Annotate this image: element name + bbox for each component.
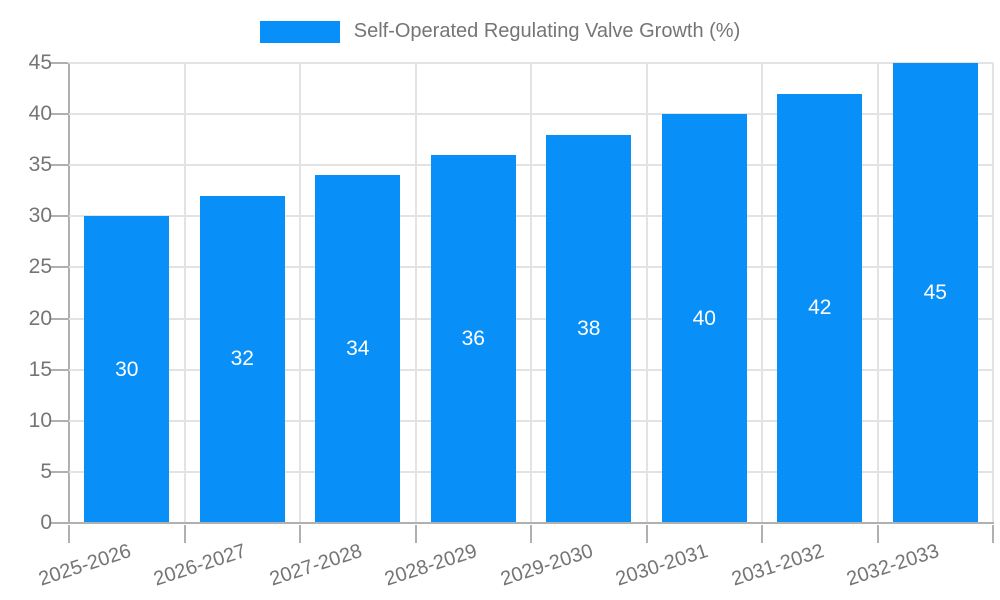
x-axis-tick: [183, 525, 186, 543]
y-tick-label: 25: [28, 255, 52, 279]
y-tick-label: 10: [28, 408, 52, 432]
y-axis-tick: [51, 266, 68, 269]
bar[interactable]: [199, 195, 285, 523]
y-tick-label: 30: [28, 204, 52, 228]
y-axis-tick: [51, 419, 68, 422]
legend-item[interactable]: Self-Operated Regulating Valve Growth (%…: [259, 20, 741, 43]
bar[interactable]: [777, 93, 863, 523]
y-tick-label: 45: [28, 51, 52, 74]
y-tick-label: 15: [28, 357, 52, 381]
bar[interactable]: [430, 155, 516, 523]
gridline-vertical: [645, 63, 648, 523]
x-axis-tick: [414, 525, 417, 543]
y-tick-label: 0: [40, 511, 52, 534]
x-axis-line: [68, 522, 994, 524]
gridline-vertical: [299, 63, 301, 523]
x-axis-tick: [645, 525, 648, 543]
y-tick-label: 35: [28, 153, 52, 177]
gridline-vertical: [183, 63, 186, 523]
y-axis-tick: [51, 470, 68, 473]
y-axis-tick: [51, 215, 68, 218]
x-axis-tick: [876, 525, 879, 543]
y-axis-tick: [51, 522, 68, 524]
x-axis-tick: [68, 525, 70, 543]
y-tick-label: 20: [28, 306, 52, 330]
y-tick-label: 40: [28, 102, 52, 126]
y-axis-line: [68, 63, 70, 523]
x-axis-tick: [299, 525, 301, 543]
bar[interactable]: [892, 63, 978, 523]
legend-label: Self-Operated Regulating Valve Growth (%…: [353, 20, 741, 42]
y-tick-label: 5: [40, 459, 52, 483]
y-axis-tick: [51, 317, 68, 320]
legend: Self-Operated Regulating Valve Growth (%…: [0, 20, 1000, 43]
plot-area: 30 32 34 36 38 40 42 45: [51, 62, 994, 543]
y-axis-tick: [51, 113, 68, 116]
x-axis-tick: [761, 525, 763, 543]
y-axis-tick: [51, 62, 68, 64]
bar[interactable]: [546, 134, 632, 523]
x-axis-tick: [530, 525, 532, 543]
gridline-vertical: [414, 63, 417, 523]
legend-swatch: [259, 20, 340, 43]
y-axis-tick: [51, 368, 68, 371]
gridline-vertical: [992, 63, 994, 523]
bar[interactable]: [315, 175, 401, 523]
x-axis-tick: [992, 525, 994, 543]
gridline-vertical: [876, 63, 879, 523]
bar[interactable]: [661, 114, 747, 523]
gridline-vertical: [761, 63, 763, 523]
bar[interactable]: [84, 216, 170, 523]
gridline-vertical: [530, 63, 532, 523]
y-axis-tick: [51, 164, 68, 167]
